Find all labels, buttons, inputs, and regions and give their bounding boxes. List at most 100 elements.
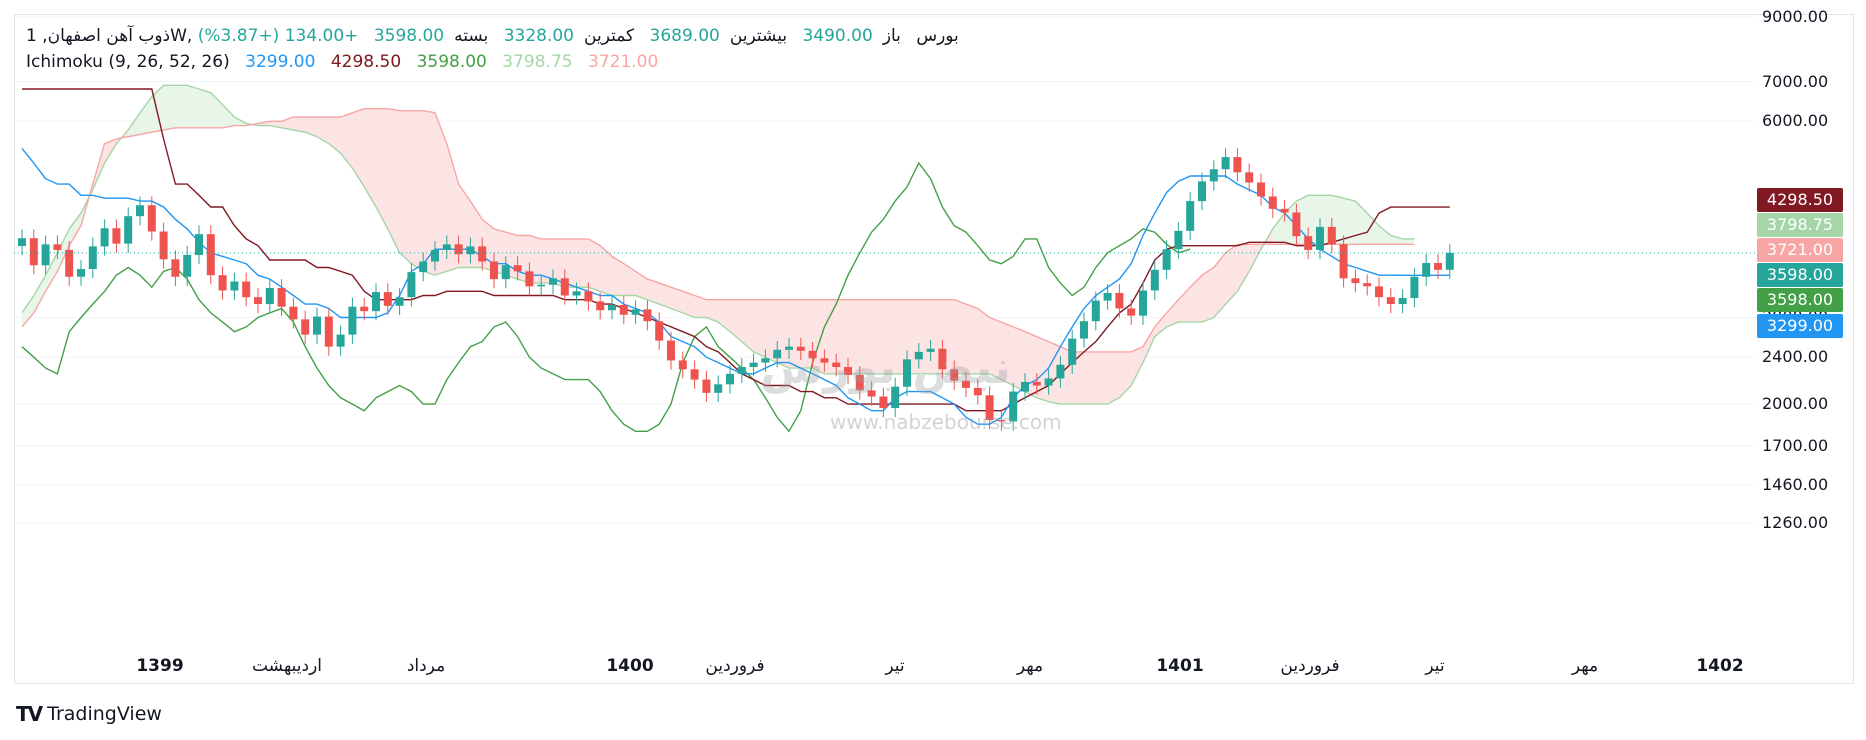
candle-up <box>88 246 97 270</box>
time-tick-label: مهر <box>1016 656 1044 676</box>
cloud-segment <box>836 299 848 374</box>
candle-down <box>513 265 522 272</box>
cloud-segment <box>128 112 140 137</box>
cloud-segment <box>859 299 872 374</box>
candle-up <box>1091 300 1100 322</box>
cloud-segment <box>317 116 329 144</box>
cloud-segment <box>1119 351 1132 398</box>
candle-down <box>242 281 251 298</box>
candle-down <box>1339 244 1348 279</box>
cloud-segment <box>529 235 542 284</box>
candle-up <box>714 384 723 393</box>
candle-down <box>962 380 970 388</box>
time-tick-label: تیر <box>1425 656 1445 676</box>
price-tag: 3798.75 <box>1757 213 1843 237</box>
cloud-segment <box>1084 351 1096 405</box>
price-tick-label: 9000.00 <box>1762 6 1829 26</box>
candle-down <box>112 228 121 244</box>
cloud-segment <box>612 256 624 296</box>
candle-up <box>1209 169 1218 182</box>
candle-down <box>1363 283 1372 287</box>
candle-up <box>18 238 26 247</box>
price-tag: 3721.00 <box>1757 238 1843 262</box>
close-label: بسته <box>454 26 489 46</box>
cloud-segment <box>824 299 837 374</box>
candle-up <box>1068 338 1077 365</box>
price-tick-label: 1460.00 <box>1762 475 1829 495</box>
close-value: 3598.00 <box>373 26 445 46</box>
candle-down <box>855 374 864 391</box>
chart-frame <box>14 14 1854 684</box>
candle-down <box>796 346 805 351</box>
cloud-segment <box>694 295 707 318</box>
candle-up <box>785 346 793 350</box>
cloud-segment <box>789 299 801 369</box>
watermark-url: www.nabzebourse.com <box>830 410 1062 434</box>
price-tag: 4298.50 <box>1757 188 1843 212</box>
candle-down <box>1280 208 1289 213</box>
candle-down <box>619 304 628 315</box>
candle-down <box>1268 196 1277 209</box>
price-chart[interactable] <box>0 0 1866 690</box>
price-tag: 3299.00 <box>1757 314 1843 338</box>
cloud-segment <box>1190 275 1202 323</box>
candle-up <box>1044 378 1053 386</box>
cloud-segment <box>423 110 435 276</box>
candle-down <box>678 360 687 370</box>
candle-down <box>808 350 817 359</box>
time-tick-label: 1402 <box>1696 656 1744 676</box>
candle-down <box>832 362 841 368</box>
indicator-name[interactable]: Ichimoku (9, 26, 52, 26) <box>26 52 230 72</box>
candle-up <box>1162 249 1171 270</box>
cloud-segment <box>600 245 612 296</box>
candle-up <box>124 216 133 244</box>
symbol-title[interactable]: ذوب آهن اصفهان, 1W, بورس <box>26 26 959 46</box>
cloud-segment <box>1202 267 1214 323</box>
cloud-segment <box>977 308 990 374</box>
candle-up <box>903 359 911 387</box>
price-tick-label: 7000.00 <box>1762 71 1829 91</box>
cloud-segment <box>199 89 211 128</box>
cloud-segment <box>765 299 778 363</box>
cloud-segment <box>1166 299 1179 327</box>
cloud-segment <box>293 116 306 133</box>
time-tick-label: فروردین <box>705 656 765 676</box>
lead-b-value: 3721.00 <box>588 52 659 72</box>
high-label: بیشترین <box>729 26 788 46</box>
candle-up <box>265 287 274 305</box>
cloud-segment <box>1072 351 1084 405</box>
candle-up <box>1080 321 1088 339</box>
candle-up <box>631 309 640 315</box>
candle-up <box>195 234 203 255</box>
candle-down <box>985 395 994 421</box>
cloud-segment <box>883 299 896 374</box>
cloud-segment <box>57 228 70 272</box>
tradingview-brand[interactable]: TV TradingView <box>16 702 162 726</box>
base-line <box>22 88 1450 412</box>
candle-up <box>136 205 144 217</box>
candle-down <box>1257 182 1265 197</box>
cloud-segment <box>623 263 636 296</box>
time-tick-label: مرداد <box>406 656 446 676</box>
conversion-value: 3299.00 <box>245 52 316 72</box>
cloud-segment <box>576 238 589 288</box>
cloud-segment <box>1367 213 1379 245</box>
candle-down <box>867 390 876 397</box>
candle-down <box>1351 278 1360 284</box>
cloud-segment <box>895 299 907 374</box>
candle-down <box>29 238 38 266</box>
candle-down <box>478 246 487 262</box>
candle-up <box>183 254 192 277</box>
candle-down <box>820 358 829 363</box>
candle-up <box>1410 276 1419 299</box>
tradingview-logo-icon: TV <box>16 702 43 726</box>
cloud-segment <box>1013 326 1025 392</box>
candle-up <box>1186 201 1195 231</box>
candle-down <box>997 420 1006 422</box>
cloud-segment <box>730 299 742 342</box>
cloud-segment <box>1143 326 1155 363</box>
candle-down <box>147 205 156 232</box>
candle-down <box>655 321 664 341</box>
cloud-segment <box>1154 312 1167 337</box>
candle-down <box>65 249 74 277</box>
